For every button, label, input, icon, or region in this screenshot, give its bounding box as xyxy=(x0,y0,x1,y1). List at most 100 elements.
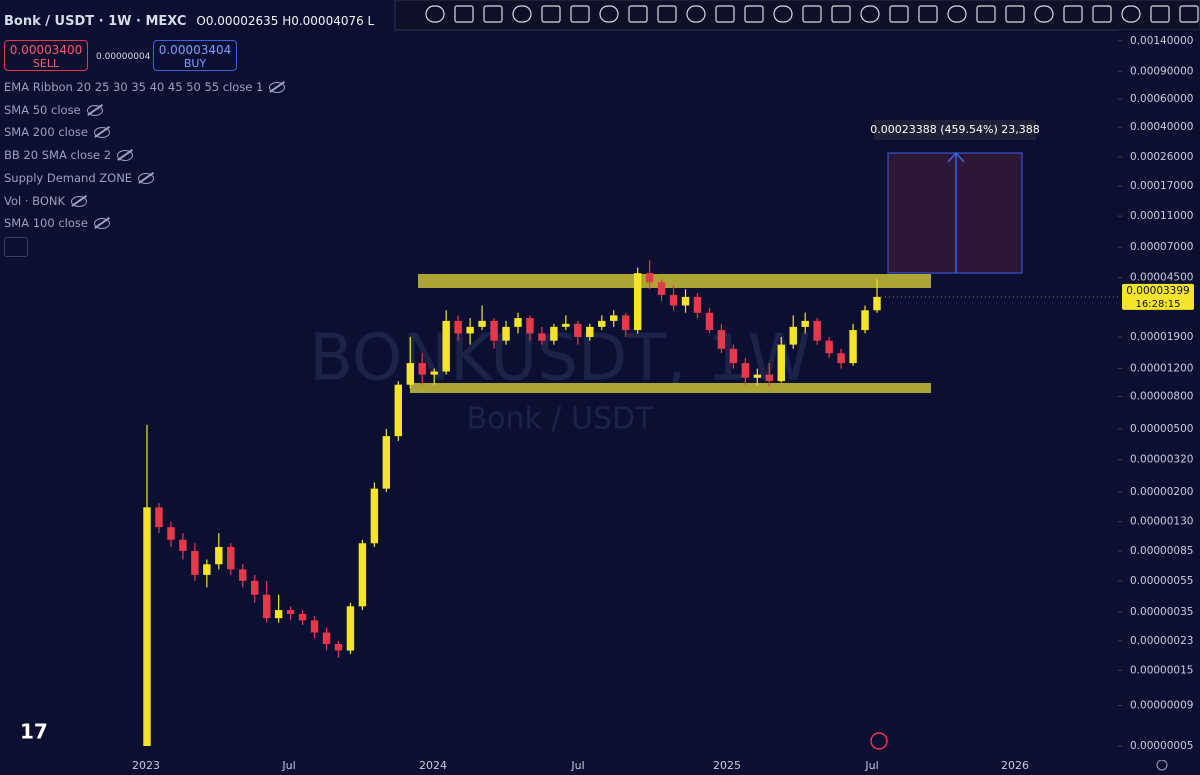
indicator[interactable]: EMA Ribbon 20 25 30 35 40 45 50 55 close… xyxy=(4,80,286,94)
candle-body xyxy=(274,610,283,619)
toolbar-icon-shape xyxy=(802,5,822,23)
candle-body xyxy=(466,326,474,334)
candle-body xyxy=(681,296,690,306)
toolbar-icon-shape xyxy=(1092,5,1112,23)
toolbar-icon[interactable] xyxy=(1063,5,1083,23)
x-tick-label: Jul xyxy=(864,759,878,772)
indicator-label: SMA 200 close xyxy=(4,125,88,140)
toolbar-icon[interactable] xyxy=(802,5,822,23)
alert-icon[interactable] xyxy=(870,732,888,750)
last-price-label: 0.00003399 xyxy=(1126,285,1189,297)
toolbar-icon[interactable] xyxy=(918,5,938,23)
toolbar-icon[interactable] xyxy=(1179,5,1199,23)
toolbar-icon[interactable] xyxy=(1034,5,1054,23)
toolbar-icon-shape xyxy=(570,5,590,23)
candle-body xyxy=(227,546,235,570)
symbol: Bonk / USDT · 1W · MEXC xyxy=(4,14,187,29)
indicator[interactable]: Supply Demand ZONE xyxy=(4,171,155,185)
candle-body xyxy=(538,333,546,341)
header: Bonk / USDT · 1W · MEXC O0.00002635 H0.00… xyxy=(4,14,374,29)
candle-body xyxy=(262,594,271,619)
candle-body xyxy=(191,550,199,575)
candle-body xyxy=(358,543,367,607)
toolbar-icon-shape xyxy=(1179,5,1199,23)
visibility-icon[interactable] xyxy=(86,104,103,116)
toolbar-icon[interactable] xyxy=(483,5,503,23)
toolbar-icon[interactable] xyxy=(744,5,764,23)
toolbar-icon[interactable] xyxy=(715,5,735,23)
y-tick-label: 0.00000500 xyxy=(1130,423,1193,435)
indicator[interactable]: SMA 200 close xyxy=(4,125,110,139)
countdown: 16:28:15 xyxy=(1136,299,1181,310)
toolbar-icon[interactable] xyxy=(657,5,677,23)
visibility-icon[interactable] xyxy=(71,195,88,207)
x-tick-label: Jul xyxy=(570,759,584,772)
indicator[interactable]: SMA 100 close xyxy=(4,216,110,230)
toolbar-icon[interactable] xyxy=(889,5,909,23)
candle-body xyxy=(179,539,187,551)
y-tick-label: 0.00090000 xyxy=(1130,65,1193,77)
toolbar-icon[interactable] xyxy=(1121,5,1141,23)
toolbar-icon-shape xyxy=(1121,5,1141,23)
toolbar-icon[interactable] xyxy=(773,5,793,23)
toolbar-icon[interactable] xyxy=(686,5,706,23)
toolbar-icon[interactable] xyxy=(570,5,590,23)
buy-label: BUY xyxy=(183,57,207,70)
drawing-toolbar[interactable] xyxy=(394,0,1200,31)
sell-button[interactable]: 0.00003400 SELL xyxy=(4,40,88,71)
candle-body xyxy=(346,606,355,651)
candle-body xyxy=(861,310,869,331)
y-tick-label: 0.00000200 xyxy=(1130,486,1193,498)
y-tick-label: 0.00000005 xyxy=(1130,740,1193,752)
toolbar-icon-shape xyxy=(831,5,851,23)
toolbar-icon[interactable] xyxy=(425,5,445,23)
candle-body xyxy=(873,296,881,311)
toolbar-icon[interactable] xyxy=(628,5,648,23)
toolbar-icon[interactable] xyxy=(1150,5,1170,23)
candle-body xyxy=(789,326,797,345)
toolbar-icon[interactable] xyxy=(541,5,561,23)
collapse-button[interactable] xyxy=(4,237,28,257)
indicator[interactable]: BB 20 SMA close 2 xyxy=(4,148,134,162)
visibility-icon[interactable] xyxy=(117,150,134,162)
y-tick-label: 0.00000035 xyxy=(1130,606,1193,618)
toolbar-icon[interactable] xyxy=(947,5,967,23)
toolbar-icon[interactable] xyxy=(1005,5,1025,23)
candle-body xyxy=(765,374,774,382)
y-tick-label: 0.00060000 xyxy=(1130,93,1193,105)
toolbar-icon[interactable] xyxy=(512,5,532,23)
candle-body xyxy=(215,546,223,565)
toolbar-icon[interactable] xyxy=(1092,5,1112,23)
candle-body xyxy=(586,326,594,337)
toolbar-icon[interactable] xyxy=(831,5,851,23)
last-price-bg xyxy=(1122,283,1194,310)
indicator[interactable]: SMA 50 close xyxy=(4,103,103,117)
toolbar-icon[interactable] xyxy=(860,5,880,23)
indicator[interactable]: Vol · BONK xyxy=(4,194,88,208)
toolbar-icon-shape xyxy=(425,5,445,23)
visibility-icon[interactable] xyxy=(93,127,110,139)
visibility-icon[interactable] xyxy=(269,82,286,93)
candle-body xyxy=(741,363,750,378)
visibility-icon[interactable] xyxy=(138,172,155,184)
y-tick-label: 0.00000320 xyxy=(1130,454,1193,466)
y-tick-label: 0.00001900 xyxy=(1130,331,1193,343)
candle-body xyxy=(729,348,738,364)
toolbar-icon-shape xyxy=(686,5,706,23)
buy-button[interactable]: 0.00003404 BUY xyxy=(153,40,237,71)
toolbar-icon[interactable] xyxy=(976,5,996,23)
toolbar-icon[interactable] xyxy=(599,5,619,23)
settings-icon[interactable] xyxy=(1156,759,1168,771)
toolbar-icon-shape xyxy=(454,5,474,23)
toolbar-icon-shape xyxy=(773,5,793,23)
candle-body xyxy=(286,610,295,615)
indicator-label: SMA 100 close xyxy=(4,216,88,231)
visibility-icon[interactable] xyxy=(93,218,110,230)
candle-body xyxy=(502,326,510,341)
candle-body xyxy=(669,294,678,306)
candle-body xyxy=(777,344,785,382)
toolbar-icon[interactable] xyxy=(454,5,474,23)
candle-body xyxy=(610,315,618,321)
candle-body xyxy=(418,363,426,375)
candle-body xyxy=(598,320,606,327)
